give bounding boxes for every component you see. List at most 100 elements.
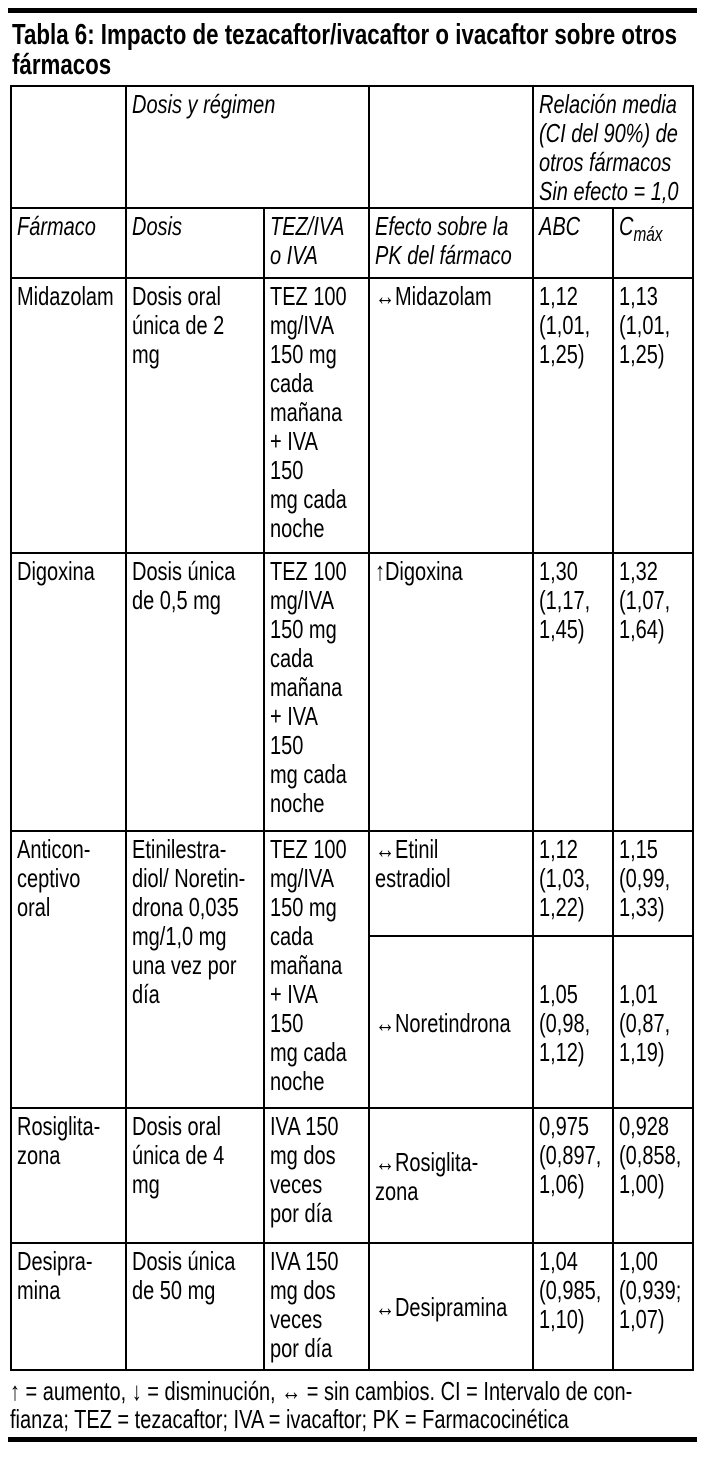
col-header-abc: ABC (532, 207, 614, 279)
col-header-abc-text: ABC (539, 211, 581, 241)
cell-text: Etinilestra- diol/ Noretin- drona 0,035 … (132, 834, 246, 1009)
cell-cmax: 1,00 (0,939; 1,07) (612, 1242, 694, 1371)
cell-regimen: IVA 150 mg dos veces por día (263, 1107, 370, 1244)
bottom-rule (8, 1437, 697, 1442)
cell-text: ↔Etinil estradiol (375, 834, 451, 893)
col-header-farmaco: Fármaco (10, 207, 127, 279)
cell-text: ↔Desipramina (375, 1292, 508, 1322)
cell-efecto: ↔Midazolam (368, 277, 534, 554)
cell-dosis: Dosis única de 0,5 mg (125, 552, 265, 832)
column-header-row: Fármaco Dosis TEZ/IVA o IVA Efecto sobre… (10, 207, 694, 279)
cell-text: 1,01 (0,87, 1,19) (619, 978, 671, 1067)
header-empty-efecto-cell (368, 85, 534, 209)
col-header-cmax-text: Cmáx (619, 212, 690, 250)
cell-text: TEZ 100 mg/IVA 150 mg cada mañana + IVA … (270, 281, 347, 543)
cell-regimen: IVA 150 mg dos veces por día (263, 1242, 370, 1371)
cell-abc: 1,12 (1,01, 1,25) (532, 277, 614, 554)
cell-text: ↔Midazolam (375, 281, 492, 311)
cell-text: 1,30 (1,17, 1,45) (539, 556, 591, 644)
cell-efecto: ↑Digoxina (368, 552, 534, 832)
cell-text: ↔Rosiglita- zona (375, 1146, 479, 1206)
table-title-text: Tabla 6: Impacto de tezacaftor/ivacaftor… (12, 19, 678, 81)
header-empty-farmaco-cell (10, 85, 127, 209)
cell-text: 1,15 (0,99, 1,33) (619, 834, 671, 922)
cell-regimen: TEZ 100 mg/IVA 150 mg cada mañana + IVA … (263, 277, 370, 554)
table-footnote: ↑ = aumento, ↓ = disminución, ↔ = sin ca… (10, 1377, 696, 1433)
table-row-anticonceptivo-etinilestradiol: Anticon- ceptivo oral Etinilestra- diol/… (10, 830, 694, 1109)
col-header-farmaco-text: Fármaco (17, 211, 96, 241)
cell-cmax: 1,13 (1,01, 1,25) (612, 277, 694, 554)
cell-text: 0,975 (0,897, 1,06) (539, 1111, 602, 1199)
cell-cmax: 0,928 (0,858, 1,00) (612, 1107, 694, 1244)
cell-regimen: TEZ 100 mg/IVA 150 mg cada mañana + IVA … (263, 830, 370, 1109)
table-row-anticonceptivo-noretindrona: ↔Noretindrona 1,05 (0,98, 1,12) 1,01 (0,… (11, 935, 694, 1109)
cell-text: Dosis única de 50 mg (132, 1246, 236, 1305)
cell-efecto: ↔Noretindrona (368, 935, 534, 1109)
col-header-dosis-text: Dosis (132, 211, 182, 241)
cell-dosis: Dosis oral única de 4 mg (125, 1107, 265, 1244)
cell-farmaco: Desipra- mina (10, 1242, 127, 1371)
table-row-desipramina: Desipra- mina Dosis única de 50 mg IVA 1… (10, 1242, 694, 1371)
cell-text: ↑Digoxina (375, 556, 463, 586)
drug-interaction-table: Dosis y régimen Relación media (CI del 9… (10, 85, 694, 1371)
cell-cmax: 1,32 (1,07, 1,64) (612, 552, 694, 832)
cell-text: Midazolam (17, 281, 114, 311)
cell-text: 0,928 (0,858, 1,00) (619, 1111, 682, 1199)
cell-text: IVA 150 mg dos veces por día (270, 1246, 339, 1363)
cell-farmaco: Digoxina (10, 552, 127, 832)
header-relacion-media-cell: Relación media (CI del 90%) de otros fár… (532, 85, 694, 209)
cell-efecto: ↔Rosiglita- zona (368, 1107, 534, 1244)
table-title: Tabla 6: Impacto de tezacaftor/ivacaftor… (12, 20, 696, 80)
header-dosis-regimen-cell: Dosis y régimen (125, 85, 370, 209)
cell-efecto: ↔Desipramina (368, 1242, 534, 1371)
cell-text: Rosiglita- zona (17, 1111, 101, 1170)
cell-regimen: TEZ 100 mg/IVA 150 mg cada mañana + IVA … (263, 552, 370, 832)
cell-text: 1,12 (1,01, 1,25) (539, 281, 591, 369)
cell-cmax: 1,15 (0,99, 1,33) (612, 830, 694, 937)
cell-text: IVA 150 mg dos veces por día (270, 1111, 339, 1228)
cell-farmaco: Rosiglita- zona (10, 1107, 127, 1244)
col-header-cmax: Cmáx (612, 207, 694, 279)
document-page: Tabla 6: Impacto de tezacaftor/ivacaftor… (0, 8, 704, 1442)
cell-abc: 0,975 (0,897, 1,06) (532, 1107, 614, 1244)
col-header-dosis: Dosis (125, 207, 265, 279)
header-group-row: Dosis y régimen Relación media (CI del 9… (10, 85, 694, 209)
col-header-tez-iva-text: TEZ/IVA o IVA (270, 211, 345, 270)
col-header-tez-iva: TEZ/IVA o IVA (263, 207, 370, 279)
cell-text: TEZ 100 mg/IVA 150 mg cada mañana + IVA … (270, 834, 347, 1096)
cmax-subscript: máx (633, 224, 663, 246)
cell-text: 1,00 (0,939; 1,07) (619, 1246, 682, 1334)
cell-text: Digoxina (17, 556, 95, 586)
footnote-text: ↑ = aumento, ↓ = disminución, ↔ = sin ca… (10, 1376, 633, 1434)
table-row-midazolam: Midazolam Dosis oral única de 2 mg TEZ 1… (10, 277, 694, 554)
cell-text: Dosis oral única de 2 mg (132, 281, 225, 369)
cell-dosis: Dosis única de 50 mg (125, 1242, 265, 1371)
cell-text: 1,32 (1,07, 1,64) (619, 556, 671, 644)
cell-efecto: ↔Etinil estradiol (368, 830, 534, 937)
cell-cmax: 1,01 (0,87, 1,19) (612, 935, 694, 1109)
cell-dosis: Etinilestra- diol/ Noretin- drona 0,035 … (125, 830, 265, 1109)
cell-text: Anticon- ceptivo oral (17, 834, 91, 922)
cell-text: 1,04 (0,985, 1,10) (539, 1246, 602, 1334)
cell-abc: 1,05 (0,98, 1,12) (532, 935, 614, 1109)
header-relacion-media-text: Relación media (CI del 90%) de otros fár… (539, 89, 679, 206)
header-dosis-regimen-text: Dosis y régimen (132, 89, 276, 119)
cell-abc: 1,30 (1,17, 1,45) (532, 552, 614, 832)
cell-text: TEZ 100 mg/IVA 150 mg cada mañana + IVA … (270, 556, 347, 818)
cell-farmaco: Midazolam (10, 277, 127, 554)
cmax-base: C (619, 211, 634, 241)
table-row-digoxina: Digoxina Dosis única de 0,5 mg TEZ 100 m… (10, 552, 694, 832)
cell-text: Desipra- mina (17, 1246, 93, 1305)
top-rule (8, 8, 697, 13)
cell-text: 1,13 (1,01, 1,25) (619, 281, 671, 369)
cell-text: Dosis oral única de 4 mg (132, 1111, 225, 1199)
cell-abc: 1,04 (0,985, 1,10) (532, 1242, 614, 1371)
cell-farmaco: Anticon- ceptivo oral (10, 830, 127, 1109)
cell-text: ↔Noretindrona (375, 1007, 511, 1038)
cell-text: 1,05 (0,98, 1,12) (539, 978, 591, 1067)
cell-abc: 1,12 (1,03, 1,22) (532, 830, 614, 937)
cell-dosis: Dosis oral única de 2 mg (125, 277, 265, 554)
col-header-efecto: Efecto sobre la PK del fármaco (368, 207, 534, 279)
cell-text: 1,12 (1,03, 1,22) (539, 834, 591, 922)
table-row-rosiglitazona: Rosiglita- zona Dosis oral única de 4 mg… (10, 1107, 694, 1244)
